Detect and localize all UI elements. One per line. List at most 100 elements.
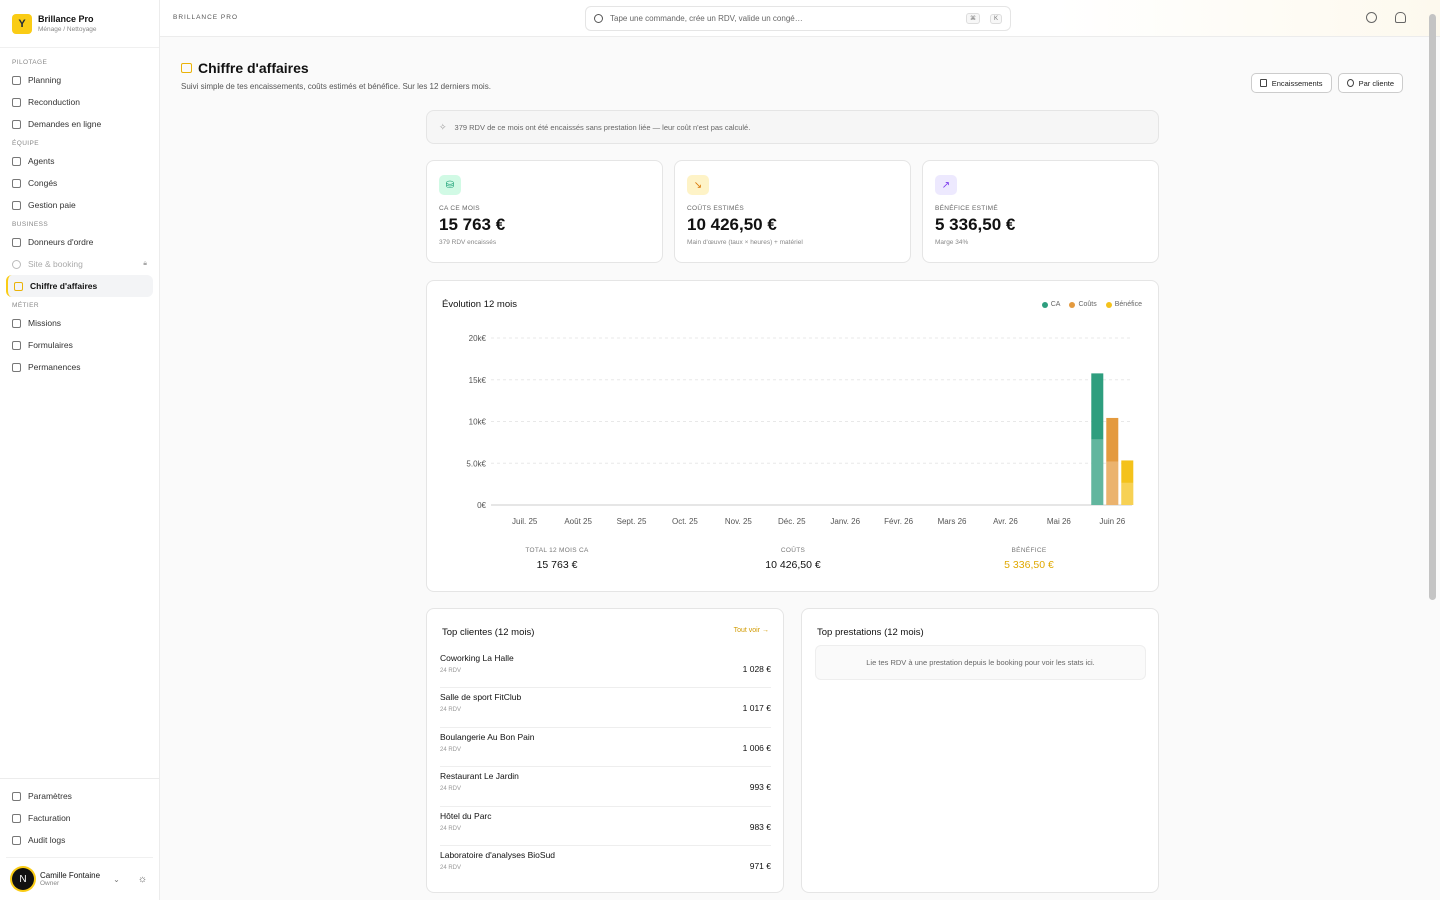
y-tick-label: 10k€ [469, 418, 487, 427]
client-name: Restaurant Le Jardin [440, 771, 519, 782]
sidebar-item-label: Reconduction [28, 97, 80, 107]
sidebar-item-missions[interactable]: Missions [6, 312, 153, 334]
list-item[interactable]: Restaurant Le Jardin 24 RDV 993 € [440, 767, 771, 807]
client-amount: 993 € [749, 782, 771, 793]
kpi-sub: Main d'œuvre (taux × heures) + matériel [687, 239, 803, 246]
scrollbar[interactable] [1429, 14, 1436, 600]
client-amount: 1 017 € [742, 703, 771, 714]
refresh-icon [12, 97, 21, 107]
client-name: Hôtel du Parc [440, 810, 492, 821]
brand-logo: Y [12, 13, 32, 34]
bar-bnfice [1121, 460, 1134, 505]
evolution-chart-card: 0€ 5.0k€ 10k€ 15k€ 20k€ Juil. 25 Août 25 Sept. … [426, 280, 1159, 592]
list-item[interactable]: Coworking La Halle 24 RDV 1 028 € [440, 649, 771, 689]
bar-ca [1091, 373, 1104, 505]
notice-text: 379 RDV de ce mois ont été encaissés san… [454, 122, 751, 132]
client-amount: 971 € [749, 860, 771, 871]
encaissements-label: Encaissements [1271, 78, 1323, 88]
list-item[interactable]: Laboratoire d'analyses BioSud 24 RDV 971… [440, 846, 771, 885]
sidebar-item-label: Demandes en ligne [28, 119, 102, 129]
credit-card-icon [12, 813, 21, 823]
list-item[interactable]: Boulangerie Au Bon Pain 24 RDV 1 006 € [440, 728, 771, 768]
client-rdv-count: 24 RDV [440, 864, 462, 871]
client-amount: 983 € [749, 821, 771, 832]
x-tick-label: Janv. 26 [830, 517, 860, 526]
shield-icon [12, 835, 21, 845]
y-tick-label: 0€ [477, 501, 486, 510]
client-rdv-count: 24 RDV [440, 668, 462, 674]
topbar: BRILLANCE PRO Tape une commande, crée un… [160, 0, 1440, 37]
chevron-down-icon[interactable]: ⌄ [113, 874, 120, 884]
sidebar-item-planning[interactable]: Planning [6, 69, 153, 91]
workspace-switcher[interactable]: Y Brillance Pro Ménage / Nettoyage [0, 0, 159, 48]
sidebar-item-agents[interactable]: Agents [6, 150, 153, 172]
sidebar-item-chiffre-d-affaires[interactable]: Chiffre d'affaires [6, 275, 153, 297]
x-tick-label: Févr. 26 [884, 517, 913, 526]
kpi-label: CA CE MOIS [439, 205, 480, 212]
info-notice: ✧ 379 RDV de ce mois ont été encaissés s… [426, 110, 1159, 144]
nav-section-title: MÉTIER [12, 302, 39, 309]
kbd-cmd: ⌘ [965, 13, 980, 24]
sidebar-item-donneurs-d-ordre[interactable]: Donneurs d'ordre [6, 231, 153, 253]
help-icon[interactable] [1366, 12, 1377, 23]
x-tick-label: Juil. 25 [512, 517, 538, 526]
x-tick-label: Juin 26 [1099, 517, 1125, 526]
sidebar-item-gestion-paie[interactable]: Gestion paie [6, 194, 153, 216]
sidebar-item-facturation[interactable]: Facturation [6, 807, 153, 829]
top-clients-list: Coworking La Halle 24 RDV 1 028 € Salle d… [440, 649, 771, 885]
x-tick-label: Nov. 25 [725, 517, 753, 526]
kpi-card: ↘ COÛTS ESTIMÉS 10 426,50 € Main d'œuvre… [674, 160, 911, 263]
y-tick-label: 20k€ [469, 334, 487, 343]
sidebar-item-permanences[interactable]: Permanences [6, 356, 153, 378]
x-tick-label: Mai 26 [1047, 517, 1072, 526]
client-name: Laboratoire d'analyses BioSud [440, 849, 556, 860]
nav-section-title: PILOTAGE [12, 59, 48, 66]
bell-icon[interactable] [1395, 12, 1406, 23]
calendar-off-icon [12, 178, 21, 188]
sidebar-item-audit-logs[interactable]: Audit logs [6, 829, 153, 851]
x-tick-label: Mars 26 [938, 517, 967, 526]
client-rdv-count: 24 RDV [440, 707, 462, 714]
par-cliente-label: Par cliente [1358, 78, 1394, 88]
bar-shade [1121, 482, 1134, 505]
users-icon [12, 156, 21, 166]
wallet-icon [181, 63, 192, 73]
top-clients-card: Top clientes (12 mois) Tout voir → Cowor… [426, 608, 784, 893]
y-tick-label: 15k€ [469, 376, 487, 385]
sidebar-item-formulaires[interactable]: Formulaires [6, 334, 153, 356]
chart-title: Évolution 12 mois [442, 299, 517, 310]
x-tick-label: Août 25 [564, 517, 592, 526]
bar-shade [1091, 439, 1104, 505]
sidebar-item-reconduction[interactable]: Reconduction [6, 91, 153, 113]
payroll-icon [12, 200, 21, 210]
avatar: N [12, 868, 34, 890]
sidebar-item-param-tres[interactable]: Paramètres [6, 785, 153, 807]
total-benefice: BÉNÉFICE 5 336,50 € [1004, 547, 1054, 571]
par-cliente-button[interactable]: Par cliente [1337, 73, 1403, 93]
sidebar-item-demandes-en-ligne[interactable]: Demandes en ligne [6, 113, 153, 135]
top-prestations-title: Top prestations (12 mois) [817, 627, 924, 638]
page-title: Chiffre d'affaires [198, 60, 309, 76]
user-menu[interactable]: N Camille Fontaine Owner ⌄ ☼ [6, 857, 153, 900]
sidebar: Y Brillance Pro Ménage / Nettoyage PILOT… [0, 0, 160, 900]
user-name: Camille Fontaine [40, 871, 101, 880]
see-all-link[interactable]: Tout voir → [733, 627, 769, 634]
kpi-value: 10 426,50 € [687, 215, 777, 234]
list-item[interactable]: Salle de sport FitClub 24 RDV 1 017 € [440, 688, 771, 728]
sidebar-item-cong-s[interactable]: Congés [6, 172, 153, 194]
chart-legend: CA Coûts Bénéfice [1041, 301, 1142, 308]
sidebar-item-label: Formulaires [28, 340, 73, 350]
kbd-k: K [989, 13, 1002, 24]
calendar-clock-icon [12, 362, 21, 372]
legend-ca: CA [1041, 301, 1060, 308]
sidebar-item-site-booking[interactable]: Site & booking 🔒︎ [6, 253, 153, 275]
client-name: Boulangerie Au Bon Pain [440, 731, 535, 742]
brand-sub: Ménage / Nettoyage [38, 25, 97, 33]
theme-toggle-icon[interactable]: ☼ [137, 873, 147, 885]
encaissements-button[interactable]: Encaissements [1250, 73, 1332, 93]
command-search[interactable]: Tape une commande, crée un RDV, valide u… [585, 6, 1011, 31]
client-amount: 1 028 € [742, 664, 771, 674]
list-item[interactable]: Hôtel du Parc 24 RDV 983 € [440, 807, 771, 846]
sidebar-item-label: Donneurs d'ordre [28, 237, 94, 247]
lock-icon: 🔒︎ [143, 260, 147, 267]
